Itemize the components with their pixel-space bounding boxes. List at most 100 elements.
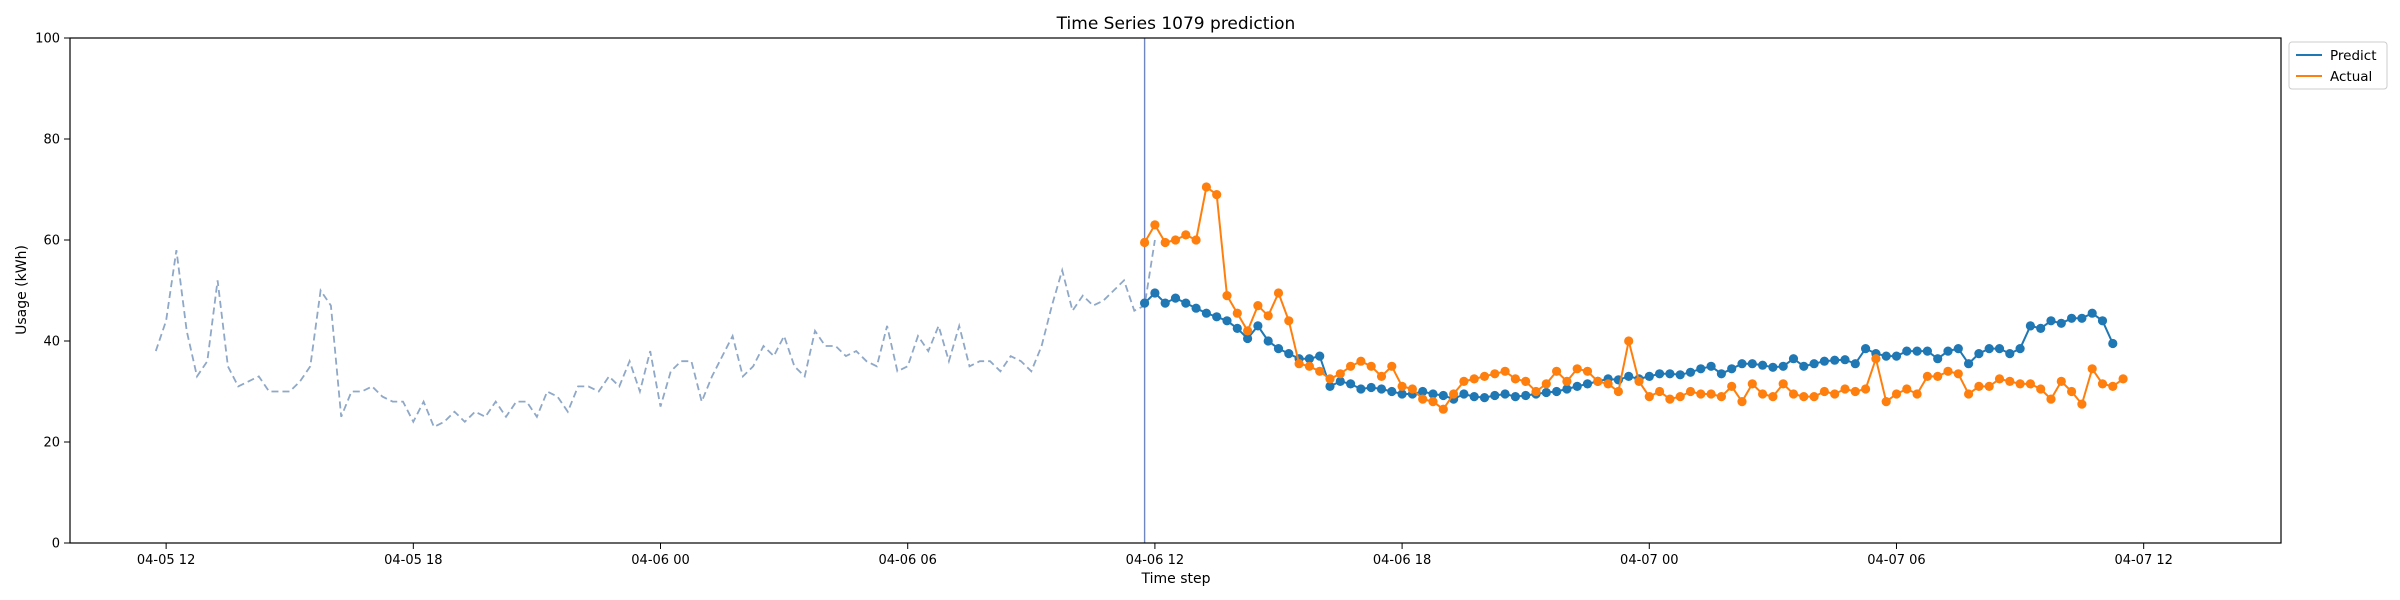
- actual-point: [1799, 392, 1809, 402]
- actual-point: [1984, 381, 1994, 391]
- actual-point: [2046, 394, 2056, 404]
- history-line: [154, 239, 1156, 429]
- actual-point: [2036, 384, 2046, 394]
- actual-point: [1716, 392, 1726, 402]
- predict-point: [1387, 386, 1397, 397]
- actual-point: [1964, 389, 1974, 399]
- actual-point: [1222, 291, 1232, 301]
- predict-point: [1150, 288, 1160, 298]
- actual-point: [1861, 384, 1871, 394]
- actual-point: [1994, 374, 2005, 384]
- actual-point: [1181, 230, 1191, 240]
- legend-label-actual: Actual: [2330, 69, 2372, 85]
- predict-point: [1953, 344, 1963, 354]
- actual-point: [1943, 366, 1953, 376]
- plot-area: [154, 38, 2128, 543]
- predict-point: [1706, 361, 1716, 371]
- predict-point: [1397, 389, 1407, 399]
- predict-point: [1861, 344, 1871, 354]
- predict-point: [1685, 367, 1696, 377]
- predict-point: [1912, 346, 1922, 356]
- predict-point: [1459, 389, 1469, 399]
- predict-point: [1964, 359, 1974, 369]
- actual-point: [1655, 386, 1665, 397]
- plot-frame: [69, 37, 2282, 544]
- actual-point: [1407, 384, 1417, 394]
- predict-point: [1582, 379, 1593, 389]
- predict-point: [1253, 321, 1263, 331]
- predict-point: [1850, 359, 1860, 369]
- y-tick-label: 20: [43, 436, 60, 451]
- predict-point: [1737, 359, 1747, 369]
- predict-point: [1140, 298, 1150, 308]
- actual-point: [1706, 389, 1716, 399]
- actual-point: [2118, 374, 2128, 384]
- actual-point: [1294, 359, 1304, 369]
- actual-point: [1922, 371, 1932, 381]
- predict-point: [2097, 316, 2108, 326]
- actual-point: [1850, 386, 1860, 397]
- predict-point: [1572, 381, 1582, 391]
- predict-point: [1984, 344, 1994, 354]
- actual-point: [2097, 379, 2108, 389]
- predict-point: [1243, 333, 1253, 344]
- predict-point: [1768, 362, 1778, 372]
- x-tick-label: 04-06 12: [1126, 553, 1184, 568]
- actual-point: [1593, 376, 1603, 386]
- legend-label-predict: Predict: [2330, 48, 2377, 64]
- actual-line: [1143, 185, 2124, 411]
- predict-point: [1376, 384, 1387, 394]
- actual-point: [1253, 301, 1263, 311]
- actual-point: [1737, 397, 1747, 407]
- actual-point: [1891, 389, 1902, 399]
- actual-point: [1685, 386, 1696, 397]
- predict-point: [1758, 360, 1768, 370]
- actual-point: [2067, 386, 2077, 397]
- actual-point: [1778, 379, 1788, 389]
- predict-point: [1552, 386, 1562, 397]
- actual-point: [2005, 376, 2015, 386]
- predict-point: [1428, 389, 1438, 399]
- series-predict: [1140, 288, 2118, 404]
- y-tick-label: 40: [43, 335, 60, 350]
- actual-point: [1387, 361, 1397, 371]
- actual-point: [1510, 374, 1520, 384]
- predict-point: [1304, 354, 1314, 364]
- x-axis-label: Time step: [1141, 571, 1211, 587]
- predict-point: [2087, 308, 2097, 318]
- predict-point: [1778, 361, 1788, 371]
- actual-point: [1438, 404, 1448, 414]
- predict-point: [1438, 390, 1448, 401]
- actual-point: [1788, 389, 1799, 399]
- predict-point: [1284, 349, 1294, 359]
- predict-point: [1747, 359, 1757, 369]
- predict-point: [1273, 344, 1284, 354]
- predict-point: [1840, 355, 1850, 365]
- actual-point: [1634, 376, 1644, 386]
- actual-point: [1840, 384, 1850, 394]
- actual-point: [1902, 384, 1912, 394]
- actual-point: [1613, 386, 1623, 397]
- actual-point: [1665, 394, 1675, 404]
- x-axis: 04-05 12 04-05 18 04-06 00 04-06 06 04-06 12…: [137, 543, 2173, 568]
- y-axis: 0 20 40 60 80 100: [35, 32, 70, 552]
- predict-point: [1356, 384, 1366, 394]
- legend: Predict Actual: [2288, 41, 2388, 90]
- actual-point: [1727, 381, 1737, 391]
- actual-point: [1449, 389, 1459, 399]
- x-tick-label: 04-06 06: [878, 553, 936, 568]
- predict-point: [1696, 364, 1706, 374]
- actual-point: [1521, 376, 1531, 386]
- actual-point: [2108, 381, 2118, 391]
- y-tick-label: 0: [52, 537, 60, 552]
- actual-point: [1974, 381, 1984, 391]
- predict-point: [1490, 390, 1500, 401]
- predict-point: [1809, 359, 1819, 369]
- predict-point: [1727, 364, 1737, 374]
- predict-point: [1994, 344, 2005, 354]
- actual-point: [1304, 361, 1314, 371]
- actual-point: [1871, 354, 1881, 364]
- predict-point: [1170, 293, 1181, 303]
